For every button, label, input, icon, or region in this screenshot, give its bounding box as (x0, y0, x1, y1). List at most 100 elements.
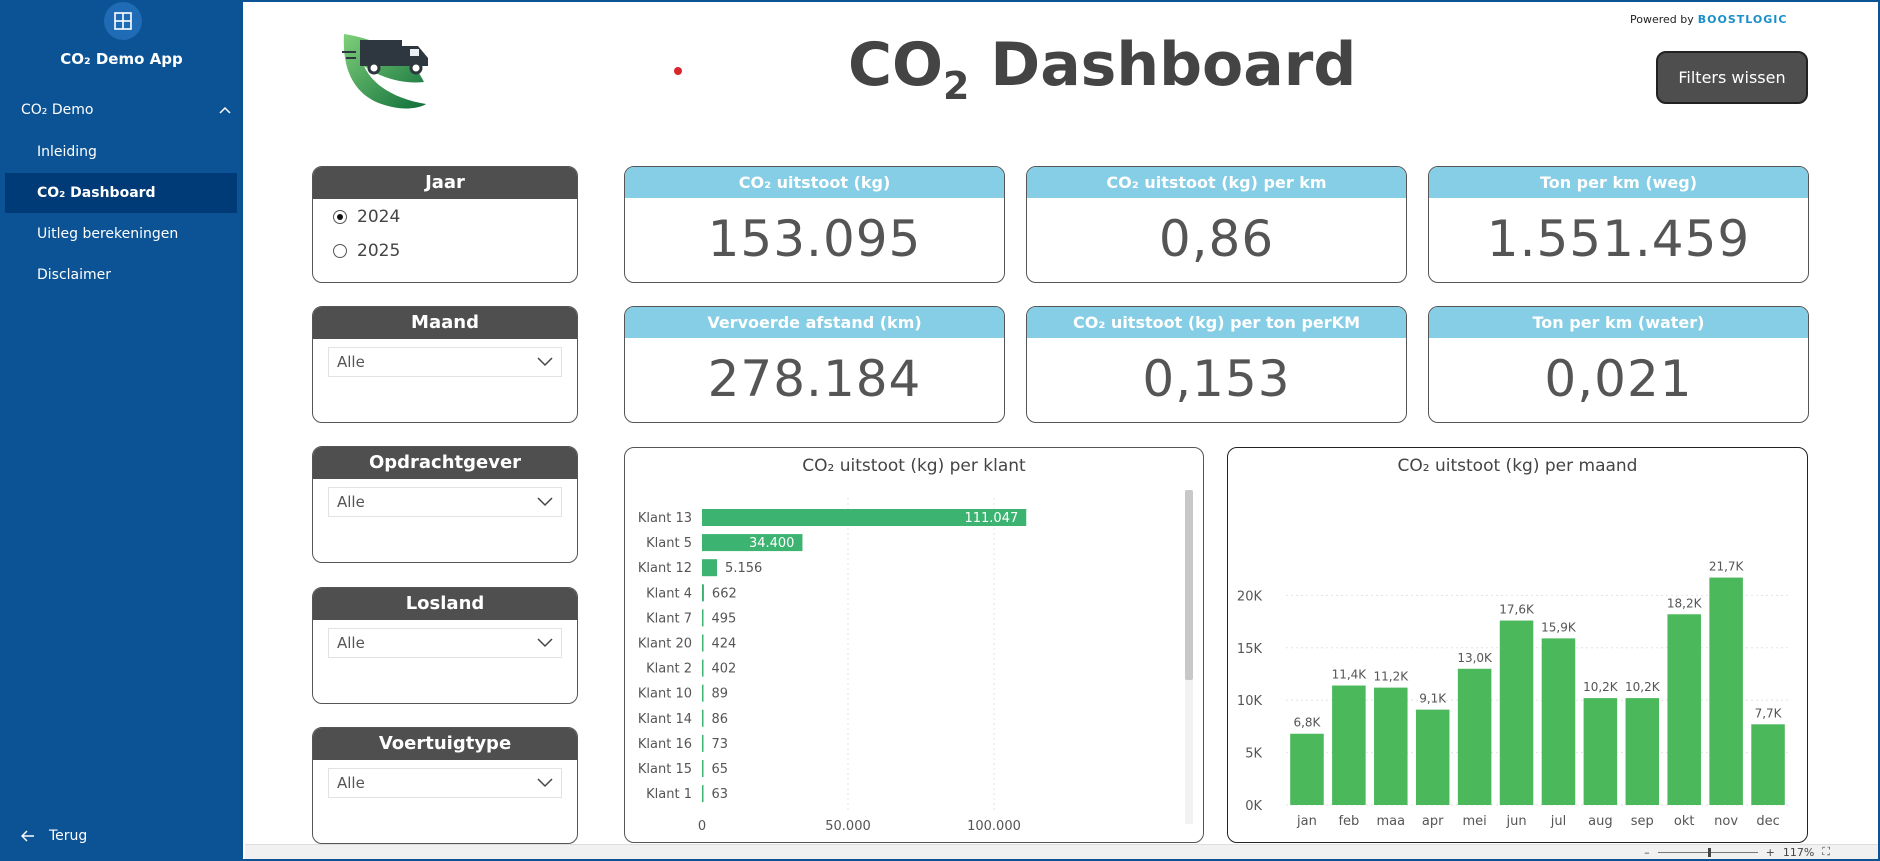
client-bar-chart[interactable]: 0 50.000 100.000 Klant 13 111.047 Klant 5 34.4… (625, 448, 1204, 843)
bar[interactable] (702, 659, 704, 677)
category-label: Klant 4 (646, 586, 692, 601)
back-button[interactable]: Terug (21, 828, 87, 844)
slicer-year: Jaar 2024 2025 (312, 166, 578, 283)
bar[interactable] (1499, 620, 1534, 805)
sidebar-item-uitleg-berekeningen[interactable]: Uitleg berekeningen (5, 214, 237, 254)
kpi-distance[interactable]: Vervoerde afstand (km) 278.184 (624, 306, 1005, 423)
bar[interactable] (702, 785, 704, 803)
chevron-down-icon (537, 638, 553, 648)
data-label: 73 (712, 737, 729, 752)
zoom-control[interactable]: – + 117% ⛶ (1644, 845, 1830, 859)
x-tick-label: jun (1505, 814, 1526, 829)
kpi-ton-per-km-road[interactable]: Ton per km (weg) 1.551.459 (1428, 166, 1809, 283)
y-tick-label: 15K (1237, 642, 1263, 657)
month-dropdown-value: Alle (337, 353, 365, 371)
bar[interactable] (1751, 724, 1785, 805)
zoom-out-icon[interactable]: – (1644, 845, 1650, 859)
bar[interactable] (702, 684, 704, 702)
client-dropdown-value: Alle (337, 493, 365, 511)
vehicle-dropdown[interactable]: Alle (328, 768, 562, 798)
sidebar-item-co2-dashboard[interactable]: CO₂ Dashboard (5, 173, 237, 213)
data-label: 63 (712, 787, 729, 802)
zoom-slider-thumb[interactable] (1707, 847, 1711, 857)
fit-page-icon[interactable]: ⛶ (1822, 845, 1830, 858)
data-label: 13,0K (1457, 651, 1493, 665)
client-dropdown[interactable]: Alle (328, 487, 562, 517)
x-tick-label: okt (1674, 814, 1695, 829)
chevron-down-icon (537, 497, 553, 507)
month-dropdown[interactable]: Alle (328, 347, 562, 377)
bar[interactable] (702, 509, 1027, 526)
kpi-value: 1.551.459 (1486, 210, 1751, 268)
year-option-label: 2025 (357, 241, 401, 261)
bar[interactable] (1667, 614, 1701, 805)
slicer-country: Losland Alle (312, 587, 578, 704)
status-bar: – + 117% ⛶ (245, 844, 1878, 859)
slicer-month: Maand Alle (312, 306, 578, 423)
scrollbar-thumb[interactable] (1185, 490, 1193, 680)
slicer-vehicle-title: Voertuigtype (313, 728, 577, 760)
sidebar-item-inleiding[interactable]: Inleiding (5, 132, 237, 172)
y-tick-label: 20K (1237, 589, 1263, 604)
nav-section-co2-demo[interactable]: CO₂ Demo (21, 102, 231, 118)
data-label: 9,1K (1419, 692, 1447, 706)
bar[interactable] (702, 559, 718, 577)
bar[interactable] (1290, 733, 1324, 805)
bar[interactable] (1625, 698, 1660, 805)
bar[interactable] (1332, 685, 1366, 805)
slicer-year-title: Jaar (313, 167, 577, 199)
slicer-client: Opdrachtgever Alle (312, 446, 578, 563)
bar[interactable] (1457, 668, 1492, 805)
powered-by-brand[interactable]: BOOSTLOGIC (1697, 13, 1788, 26)
category-label: Klant 20 (638, 637, 692, 652)
bar[interactable] (702, 584, 704, 602)
clear-filters-button[interactable]: Filters wissen (1656, 51, 1808, 104)
bar[interactable] (702, 534, 803, 552)
data-label: 34.400 (749, 536, 795, 551)
year-option-2024[interactable]: 2024 (333, 207, 400, 227)
chart-co2-per-client[interactable]: CO₂ uitstoot (kg) per klant 0 50.000 100.0… (624, 447, 1204, 843)
kpi-label: CO₂ uitstoot (kg) per ton perKM (1027, 307, 1406, 338)
country-dropdown[interactable]: Alle (328, 628, 562, 658)
x-tick-label: 0 (698, 819, 706, 834)
data-label: 7,7K (1755, 706, 1783, 720)
powered-by-label: Powered by (1630, 13, 1694, 26)
kpi-co2-per-km[interactable]: CO₂ uitstoot (kg) per km 0,86 (1026, 166, 1407, 283)
app-logo[interactable] (104, 2, 142, 40)
sidebar-item-disclaimer[interactable]: Disclaimer (5, 255, 237, 295)
y-tick-label: 5K (1245, 747, 1262, 762)
x-tick-label: feb (1338, 814, 1359, 829)
radio-button[interactable] (333, 244, 347, 258)
data-label: 11,2K (1373, 670, 1409, 684)
bar[interactable] (702, 609, 704, 627)
zoom-slider[interactable] (1657, 847, 1758, 857)
report-frame (243, 0, 1880, 861)
data-label: 17,6K (1499, 603, 1535, 617)
bar[interactable] (702, 709, 704, 727)
arrow-left-icon (21, 830, 34, 842)
data-label: 15,9K (1541, 620, 1577, 634)
zoom-in-icon[interactable]: + (1765, 845, 1775, 859)
chart-co2-per-month[interactable]: CO₂ uitstoot (kg) per maand 0K 5K 10K 15K 20… (1227, 447, 1808, 843)
sidebar-item-label: Disclaimer (37, 267, 112, 283)
category-label: Klant 12 (638, 561, 692, 576)
bar[interactable] (702, 634, 704, 652)
kpi-co2-total[interactable]: CO₂ uitstoot (kg) 153.095 (624, 166, 1005, 283)
bar[interactable] (1541, 638, 1576, 805)
bar[interactable] (1709, 577, 1743, 805)
data-label: 424 (712, 637, 737, 652)
category-label: Klant 15 (638, 762, 692, 777)
bar[interactable] (1415, 709, 1450, 805)
y-tick-label: 0K (1245, 799, 1262, 814)
bar[interactable] (702, 734, 704, 752)
kpi-ton-per-km-water[interactable]: Ton per km (water) 0,021 (1428, 306, 1809, 423)
bar[interactable] (1583, 698, 1618, 805)
kpi-co2-per-tonkm[interactable]: CO₂ uitstoot (kg) per ton perKM 0,153 (1026, 306, 1407, 423)
nav-section-label: CO₂ Demo (21, 102, 94, 118)
radio-button-checked[interactable] (333, 210, 347, 224)
month-bar-chart[interactable]: 0K 5K 10K 15K 20K 6,8K jan 11,4K feb 11,2K maa 9,1K… (1228, 448, 1808, 843)
bar[interactable] (702, 760, 704, 777)
year-option-2025[interactable]: 2025 (333, 241, 400, 261)
slicer-client-title: Opdrachtgever (313, 447, 577, 479)
bar[interactable] (1374, 687, 1408, 805)
